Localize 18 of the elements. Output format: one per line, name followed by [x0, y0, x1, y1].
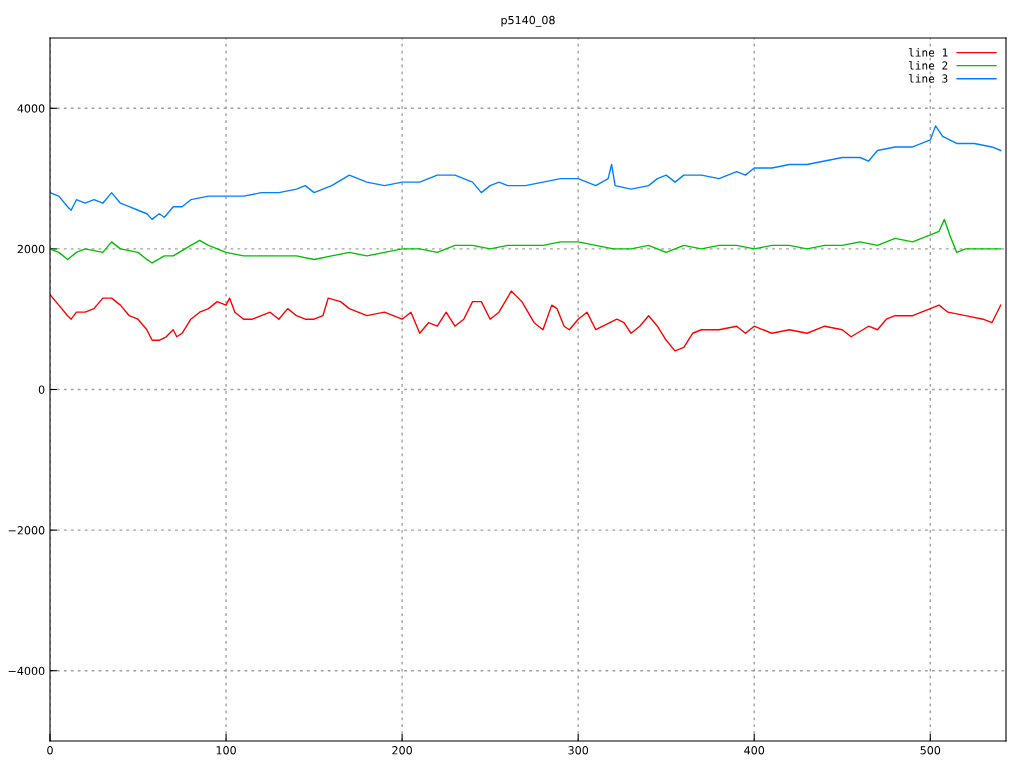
- y-tick-label: 4000: [17, 104, 45, 113]
- line-series: [50, 218, 1002, 264]
- y-tick-label: 0: [38, 385, 45, 394]
- x-tick-label: 0: [47, 746, 53, 755]
- x-tick-label: 500: [920, 746, 941, 755]
- chart-title: p5140_08: [501, 15, 555, 27]
- line-series: [50, 290, 1002, 352]
- x-tick-label: 200: [392, 746, 412, 755]
- y-tick-label: −4000: [8, 666, 45, 676]
- y-tick-label: 2000: [17, 244, 45, 254]
- legend-label: line 3: [908, 74, 948, 83]
- x-tick-label: 100: [216, 746, 236, 755]
- y-tick-label: −2000: [8, 526, 45, 535]
- legend-label: line 1: [908, 48, 948, 57]
- x-tick-label: 400: [744, 746, 765, 755]
- line-series: [50, 125, 1002, 221]
- legend-label: line 2: [908, 61, 948, 70]
- x-tick-label: 300: [568, 746, 589, 755]
